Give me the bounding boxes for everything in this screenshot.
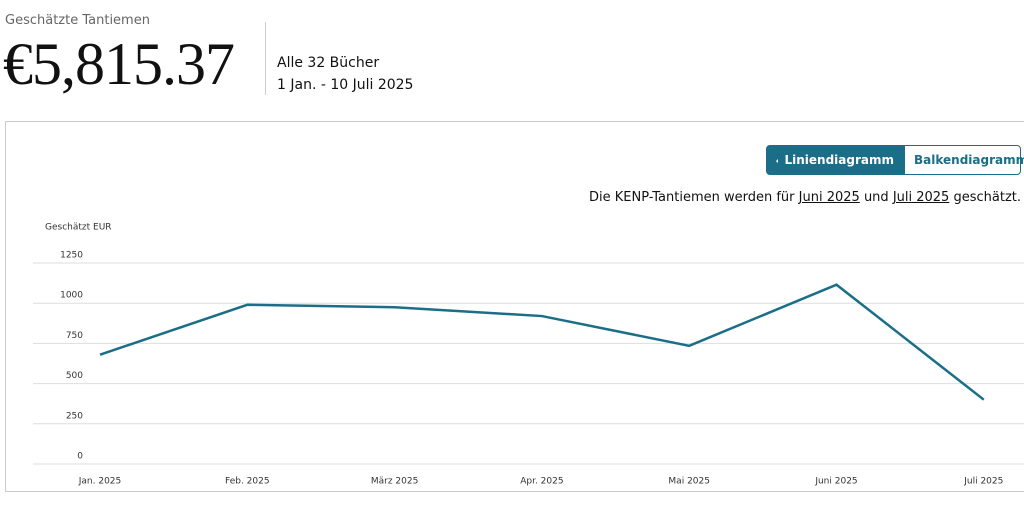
divider [265,22,266,95]
y-tick-label: 500 [66,371,83,381]
y-tick-label: 0 [77,452,83,462]
x-tick-label: Juli 2025 [963,477,1003,487]
y-tick-label: 1250 [60,251,83,261]
books-filter: Alle 32 Bücher [277,55,380,71]
y-axis-label: Geschätzt EUR [45,223,112,233]
x-tick-label: Apr. 2025 [520,477,563,487]
date-range: 1 Jan. - 10 Juli 2025 [277,77,414,93]
line-chart-button[interactable]: Liniendiagramm [766,145,904,175]
x-tick-label: März 2025 [371,477,418,487]
line-chart-label: Liniendiagramm [784,153,894,167]
royalty-line [99,283,985,401]
note-text: geschätzt. [953,190,1021,205]
x-tick-label: Feb. 2025 [225,477,270,487]
x-tick-label: Mai 2025 [668,477,710,487]
kenp-note: Die KENP-Tantiemen werden für Juni 2025 … [589,190,1021,205]
x-tick-label: Juni 2025 [814,477,857,487]
y-tick-label: 250 [66,411,83,421]
chart-card [5,121,1024,492]
note-link[interactable]: Juni 2025 [798,190,860,205]
y-tick-label: 750 [66,331,83,341]
chart-toggle: Liniendiagramm Balkendiagramm [766,145,1024,175]
bar-chart-button[interactable]: Balkendiagramm [904,145,1024,175]
y-tick-label: 1000 [60,291,83,301]
note-text: und [863,190,889,205]
x-tick-label: Jan. 2025 [78,477,122,487]
royalty-amount: €5,815.37 [3,31,235,97]
note-link[interactable]: Juli 2025 [892,190,950,205]
royalty-label: Geschätzte Tantiemen [5,13,150,28]
note-text: Die KENP-Tantiemen werden für [588,190,795,205]
